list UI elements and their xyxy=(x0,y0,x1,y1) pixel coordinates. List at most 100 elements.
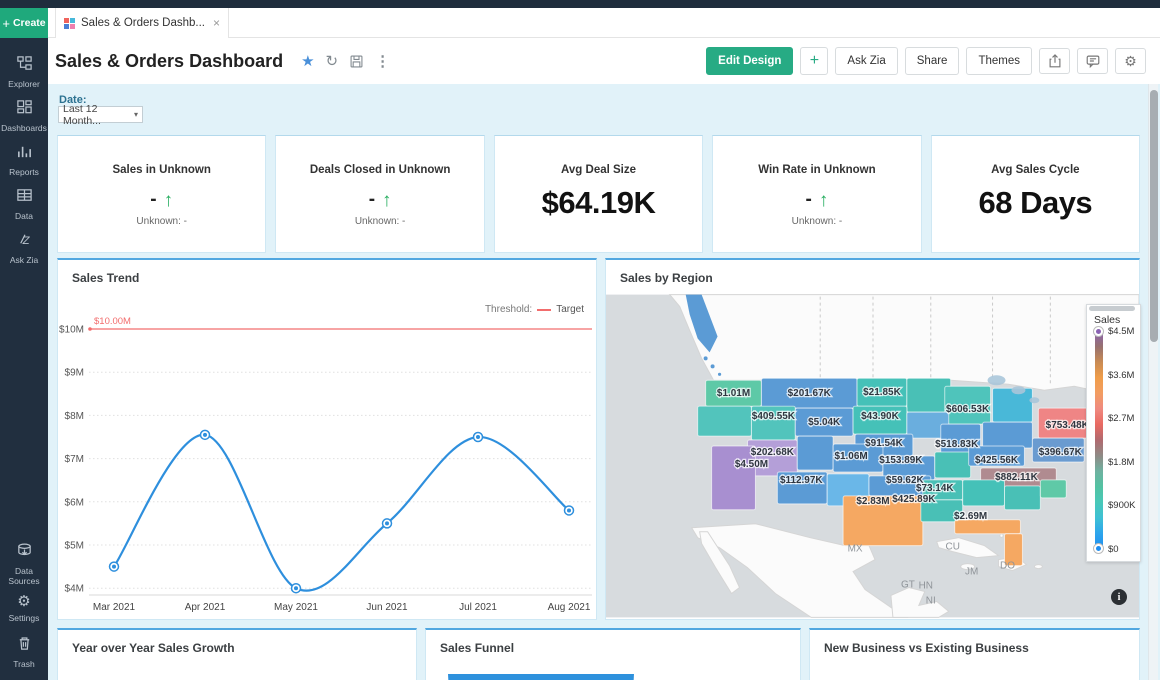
create-button[interactable]: + Create xyxy=(0,8,48,38)
region-value-label: $112.97K xyxy=(780,475,823,486)
threshold-legend-name: Target xyxy=(556,304,584,315)
yoy-sales-growth-title: Year over Year Sales Growth xyxy=(72,641,235,655)
add-widget-button[interactable]: + xyxy=(800,47,829,75)
star-icon[interactable]: ★ xyxy=(301,53,315,70)
y-axis-tick: $10M xyxy=(59,325,84,336)
sidebar: + Create Explorer Dashboards Reports Data Z A… xyxy=(0,8,48,680)
info-icon[interactable]: i xyxy=(1111,589,1127,605)
map-state-regions[interactable] xyxy=(697,377,1123,567)
x-axis-tick: Aug 2021 xyxy=(548,602,591,613)
kpi-card-deals-closed-in-unknown: Deals Closed in Unknown - ↑ Unknown: - xyxy=(275,135,485,253)
gear-icon: ⚙ xyxy=(1124,52,1137,69)
data-point-core xyxy=(294,586,298,591)
kpi-value: - xyxy=(368,189,376,210)
ask-zia-button[interactable]: Ask Zia xyxy=(835,47,898,75)
sidebar-item-explorer[interactable]: Explorer xyxy=(0,50,48,94)
sidebar-item-reports[interactable]: Reports xyxy=(0,138,48,182)
sidebar-item-label: Explorer xyxy=(8,78,40,89)
kpi-value: - xyxy=(805,189,812,210)
sidebar-item-data-sources[interactable]: Data Sources xyxy=(0,542,48,586)
region-value-label: $153.89K xyxy=(879,455,923,466)
share-button[interactable]: Share xyxy=(904,47,960,75)
legend-gradient-bar xyxy=(1095,331,1103,549)
sidebar-item-label: Data Sources xyxy=(8,565,40,586)
sales-funnel-chart[interactable] xyxy=(426,630,802,680)
legend-top-handle[interactable] xyxy=(1093,326,1104,337)
map-region[interactable] xyxy=(697,405,752,437)
map-region[interactable] xyxy=(906,377,952,413)
tab-close-icon[interactable]: × xyxy=(213,16,221,30)
us-sales-map[interactable]: $1.01M $201.67K $21.85K $606.53K $409.55K $5.… xyxy=(606,294,1139,618)
map-region[interactable] xyxy=(1004,533,1023,567)
map-region[interactable] xyxy=(1004,485,1041,511)
region-value-label: $1.06M xyxy=(834,451,867,462)
map-region[interactable] xyxy=(711,445,756,511)
map-region[interactable] xyxy=(992,387,1033,423)
tab-bar: Sales & Orders Dashb... × xyxy=(48,8,1160,38)
map-region[interactable] xyxy=(920,499,964,523)
y-axis-tick: $5M xyxy=(65,541,84,552)
tab-sales-orders-dashboard[interactable]: Sales & Orders Dashb... × xyxy=(55,8,230,38)
region-value-label: $201.67K xyxy=(788,388,832,399)
kpi-title: Avg Sales Cycle xyxy=(991,164,1080,176)
kpi-card-avg-deal-size: Avg Deal Size $64.19K xyxy=(493,135,704,253)
kpi-title: Win Rate in Unknown xyxy=(758,164,876,176)
legend-title: Sales xyxy=(1094,314,1121,326)
sales-funnel-panel: Sales Funnel xyxy=(425,628,801,680)
chevron-down-icon: ▾ xyxy=(133,110,138,119)
map-region[interactable] xyxy=(1031,437,1085,463)
x-axis-tick: Jul 2021 xyxy=(459,602,497,613)
map-color-legend: Sales $4.5M $3.6M $2.7M $1.8M $900K $0 xyxy=(1086,304,1141,562)
map-region[interactable] xyxy=(982,421,1033,449)
data-point-core xyxy=(203,432,207,437)
kpi-title: Avg Deal Size xyxy=(561,164,637,176)
dashboard-content: Date: Last 12 Month... ▾ Sales in Unknow… xyxy=(48,84,1160,680)
map-region[interactable] xyxy=(1039,479,1067,499)
themes-button[interactable]: Themes xyxy=(966,47,1032,75)
map-value-labels: $1.01M $201.67K $21.85K $606.53K $409.55K $5.… xyxy=(716,386,1091,523)
legend-bottom-handle[interactable] xyxy=(1093,543,1104,554)
country-code-label: MX xyxy=(848,544,863,555)
y-axis-tick: $9M xyxy=(65,368,84,379)
title-action-icons: ★ ↻ ⋮ xyxy=(301,52,390,70)
kpi-row: Sales in Unknown - ↑ Unknown: - Deals Closed… xyxy=(57,135,1141,253)
date-filter-select[interactable]: Last 12 Month... ▾ xyxy=(58,103,143,127)
map-region[interactable] xyxy=(934,451,972,479)
refresh-icon[interactable]: ↻ xyxy=(325,53,339,70)
comments-button[interactable] xyxy=(1077,48,1108,74)
map-region[interactable] xyxy=(962,479,1006,507)
country-code-label: HN xyxy=(919,581,933,592)
y-axis-tick: $8M xyxy=(65,411,84,422)
map-region[interactable] xyxy=(954,519,1021,535)
export-button[interactable] xyxy=(1039,48,1070,74)
sidebar-item-label: Settings xyxy=(8,612,40,623)
settings-button[interactable]: ⚙ xyxy=(1115,48,1146,74)
sidebar-item-data[interactable]: Data xyxy=(0,182,48,226)
header-actions: Edit Design + Ask Zia Share Themes ⚙ xyxy=(706,47,1146,75)
sidebar-item-dashboards[interactable]: Dashboards xyxy=(0,94,48,138)
trend-up-arrow-icon: ↑ xyxy=(382,189,392,211)
map-region[interactable] xyxy=(796,435,834,471)
region-value-label: $606.53K xyxy=(946,404,990,415)
map-great-lakes xyxy=(987,375,1040,404)
data-point-core xyxy=(385,521,389,526)
map-region[interactable] xyxy=(968,445,1025,467)
legend-stop-label: $0 xyxy=(1108,544,1119,555)
country-code-label: JM xyxy=(965,567,978,578)
zia-icon: Z xyxy=(16,231,33,253)
region-value-label: $753.48K xyxy=(1046,420,1090,431)
save-icon[interactable] xyxy=(349,54,364,69)
scrollbar-thumb[interactable] xyxy=(1150,90,1158,342)
region-value-label: $409.55K xyxy=(752,411,796,422)
edit-design-button[interactable]: Edit Design xyxy=(706,47,794,75)
sidebar-item-ask-zia[interactable]: Z Ask Zia xyxy=(0,226,48,270)
region-value-label: $21.85K xyxy=(863,387,901,398)
kebab-menu-icon[interactable]: ⋮ xyxy=(375,53,391,70)
sidebar-item-label: Trash xyxy=(13,658,35,669)
legend-scrollbar[interactable] xyxy=(1089,306,1135,311)
sales-trend-chart[interactable]: $10M $9M $8M $7M $6M $5M $4M Mar 2021 Apr 2021 Ma… xyxy=(58,300,596,620)
region-value-label: $91.54K xyxy=(865,438,903,449)
sidebar-item-trash[interactable]: Trash xyxy=(0,630,48,674)
sidebar-item-settings[interactable]: ⚙ Settings xyxy=(0,586,48,630)
kpi-subtext: Unknown: - xyxy=(354,216,406,227)
